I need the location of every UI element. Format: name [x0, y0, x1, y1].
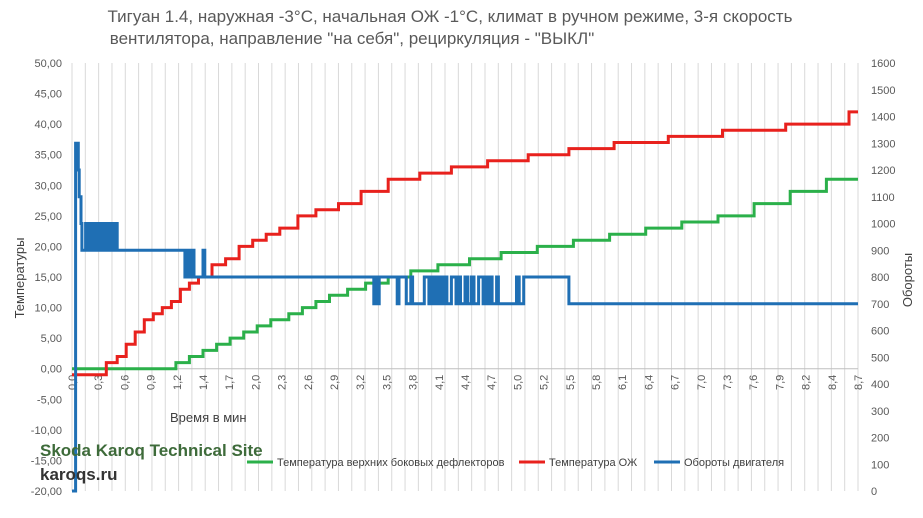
x-tick-label: 0,3 [93, 375, 105, 390]
x-tick-label: 7,6 [748, 375, 760, 390]
legend-label: Температура ОЖ [549, 457, 637, 469]
x-tick-label: 3,2 [355, 375, 367, 390]
right-y-tick-label: 700 [871, 299, 889, 311]
x-tick-label: 5,8 [591, 375, 603, 390]
left-y-tick-label: 40,00 [34, 119, 62, 131]
x-tick-label: 4,1 [434, 375, 446, 390]
right-axis-title: Обороты [900, 253, 915, 307]
x-tick-label: 0,0 [67, 375, 79, 390]
left-axis-title: Температуры [12, 238, 27, 319]
x-tick-label: 5,2 [539, 375, 551, 390]
x-tick-label: 6,1 [617, 375, 629, 390]
right-y-tick-label: 200 [871, 433, 889, 445]
right-y-tick-label: 800 [871, 272, 889, 284]
left-y-tick-label: 10,00 [34, 303, 62, 315]
right-y-tick-label: 1000 [871, 219, 895, 231]
legend: Температура верхних боковых дефлекторов Т… [247, 457, 784, 469]
left-y-tick-label: 0,00 [41, 364, 62, 376]
left-y-tick-label: 20,00 [34, 241, 62, 253]
x-tick-label: 6,4 [643, 375, 655, 390]
right-y-tick-label: 100 [871, 459, 889, 471]
right-y-tick-label: 1500 [871, 85, 895, 97]
x-tick-label: 8,2 [801, 375, 813, 390]
x-tick-label: 7,9 [774, 375, 786, 390]
left-y-tick-label: 30,00 [34, 180, 62, 192]
x-tick-label: 2,0 [250, 375, 262, 390]
x-tick-label: 4,4 [460, 375, 472, 390]
legend-label: Обороты двигателя [684, 457, 784, 469]
series-line [72, 110, 858, 377]
right-y-tick-label: 1400 [871, 112, 895, 124]
x-axis-title: Время в мин [170, 410, 247, 425]
left-y-tick-label: 35,00 [34, 150, 62, 162]
x-tick-label: 2,3 [277, 375, 289, 390]
right-y-tick-label: 0 [871, 486, 877, 498]
right-y-tick-label: 300 [871, 406, 889, 418]
x-tick-label: 0,6 [119, 375, 131, 390]
x-tick-label: 8,4 [827, 375, 839, 390]
x-tick-label: 3,5 [381, 375, 393, 390]
right-y-tick-label: 1200 [871, 165, 895, 177]
x-tick-label: 8,7 [853, 375, 865, 390]
right-y-tick-label: 1100 [871, 192, 895, 204]
right-y-tick-label: 1300 [871, 138, 895, 150]
watermark-title: Skoda Karoq Technical Site [40, 441, 263, 460]
x-tick-label: 5,0 [512, 375, 524, 390]
left-y-tick-label: -20,00 [31, 486, 62, 498]
left-y-tick-label: 25,00 [34, 211, 62, 223]
series-line [72, 141, 858, 493]
x-tick-label: 4,7 [486, 375, 498, 390]
axes: 0,0 0,3 0,6 0,9 1,2 1,4 1,7 2,0 2,3 2,6 2,9 3,2 3,5 3… [31, 58, 896, 498]
x-tick-label: 7,3 [722, 375, 734, 390]
chart-title-line2: вентилятора, направление "на себя", реци… [110, 29, 594, 48]
right-y-tick-label: 1600 [871, 58, 895, 70]
x-tick-label: 1,4 [198, 375, 210, 390]
x-tick-label: 1,7 [224, 375, 236, 390]
series-lines [72, 110, 858, 493]
legend-label: Температура верхних боковых дефлекторов [277, 457, 505, 469]
right-y-tick-label: 900 [871, 245, 889, 257]
left-y-tick-label: 45,00 [34, 89, 62, 101]
x-tick-label: 1,2 [172, 375, 184, 390]
chart-title-line1: Тигуан 1.4, наружная -3°С, начальная ОЖ … [108, 7, 793, 26]
left-y-tick-label: 5,00 [41, 333, 62, 345]
right-y-tick-label: 400 [871, 379, 889, 391]
x-tick-label: 2,6 [303, 375, 315, 390]
watermark-url: karoqs.ru [40, 465, 117, 484]
x-tick-label: 0,9 [146, 375, 158, 390]
right-y-tick-label: 500 [871, 352, 889, 364]
left-y-tick-label: 50,00 [34, 58, 62, 70]
left-y-tick-label: 15,00 [34, 272, 62, 284]
x-tick-label: 7,0 [696, 375, 708, 390]
x-tick-label: 5,5 [565, 375, 577, 390]
x-tick-label: 6,7 [670, 375, 682, 390]
right-y-tick-label: 600 [871, 326, 889, 338]
left-y-tick-label: -15,00 [31, 455, 62, 467]
left-y-tick-label: -5,00 [37, 394, 62, 406]
x-tick-label: 3,8 [408, 375, 420, 390]
x-tick-label: 2,9 [329, 375, 341, 390]
left-y-tick-label: -10,00 [31, 425, 62, 437]
